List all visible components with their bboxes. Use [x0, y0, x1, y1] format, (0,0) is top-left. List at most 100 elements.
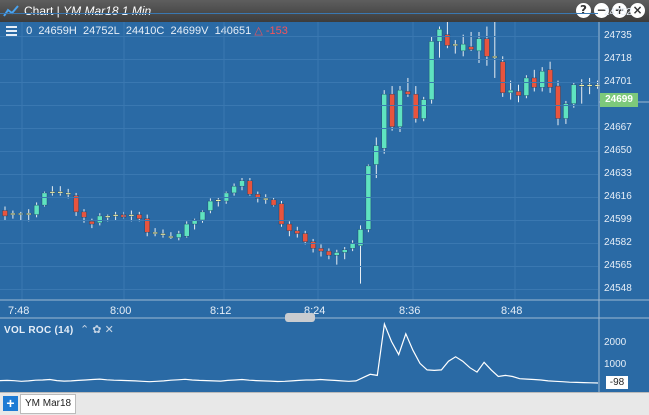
candle-body: [547, 69, 553, 88]
symbol-tab-bar: + YM Mar18: [0, 392, 649, 415]
time-tick-label: 7:48: [8, 305, 30, 317]
candle-body: [413, 93, 419, 119]
gear-icon[interactable]: ✿: [92, 324, 102, 336]
candle-body: [310, 241, 316, 249]
candle-body: [302, 233, 308, 242]
panel-resize-handle[interactable]: [285, 313, 315, 322]
candle-body: [223, 192, 229, 202]
symbol-tab[interactable]: YM Mar18: [20, 394, 77, 414]
candle-body: [523, 77, 530, 96]
candle-body: [89, 221, 95, 225]
price-tick-label: 24599: [604, 214, 632, 225]
candle-body: [334, 252, 340, 256]
candle-body: [152, 231, 158, 234]
candle-body: [73, 195, 79, 213]
time-tick-label: 8:12: [210, 305, 232, 317]
candle-body: [444, 34, 451, 46]
title-bar: Chart | YM Mar18 1 Min ? − + ×: [0, 0, 649, 22]
window-title: Chart | YM Mar18 1 Min: [24, 4, 152, 18]
candle-body: [555, 85, 561, 119]
candle-body: [294, 230, 300, 234]
minimize-icon[interactable]: −: [594, 3, 609, 18]
candle-body: [263, 198, 269, 201]
price-tick-label: 24718: [604, 53, 632, 64]
help-icon[interactable]: ?: [576, 3, 591, 18]
candle-body: [342, 249, 348, 253]
candle-body: [2, 210, 8, 217]
chart-logo-icon: [3, 5, 19, 17]
candle-body: [436, 29, 443, 42]
candle-body: [255, 194, 261, 199]
quote-change: △ -153: [254, 25, 288, 37]
candle-body: [421, 99, 427, 119]
study-line: [0, 321, 599, 384]
candle-body: [594, 84, 600, 87]
candle-body: [326, 250, 332, 256]
add-symbol-button[interactable]: +: [3, 396, 18, 411]
candle-body: [571, 84, 577, 104]
candle-body: [428, 41, 435, 100]
price-tick-label: 24735: [604, 30, 632, 41]
quote-low: 24752L: [82, 25, 120, 37]
close-icon[interactable]: ×: [630, 3, 645, 18]
candle-body: [381, 93, 387, 149]
chevron-up-icon[interactable]: ⌃: [80, 324, 90, 336]
candle-body: [112, 214, 119, 217]
price-tick-label: 24582: [604, 237, 632, 248]
candle-body: [286, 223, 293, 232]
candle-body: [191, 219, 198, 225]
candle-body: [365, 165, 372, 230]
candle-body: [57, 191, 63, 194]
last-price-label: 24699: [600, 93, 638, 107]
candle-body: [120, 214, 127, 218]
study-axis-label: 1000: [604, 359, 627, 370]
quote-close: 24410C: [125, 25, 165, 37]
candle-body: [586, 84, 593, 87]
candle-body: [492, 56, 498, 58]
candle-body: [579, 84, 585, 87]
price-tick-label: 24667: [604, 122, 632, 133]
price-tick-label: 24752: [604, 7, 632, 18]
candle-body: [65, 192, 71, 195]
close-icon[interactable]: ✕: [104, 324, 114, 336]
candle-body: [136, 214, 143, 219]
candle-body: [484, 38, 490, 57]
price-tick-label: 24565: [604, 260, 632, 271]
candle-body: [10, 213, 16, 215]
candle-body: [247, 180, 253, 195]
candle-body: [199, 211, 206, 221]
candle-body: [33, 204, 40, 215]
candle-body: [468, 46, 474, 50]
candle-body: [97, 215, 103, 223]
candle-body: [531, 77, 537, 88]
candle-body: [176, 233, 182, 238]
menu-icon[interactable]: [6, 24, 17, 38]
time-tick-label: 8:48: [501, 305, 523, 317]
candle-body: [207, 200, 214, 211]
study-axis-label: 2000: [604, 337, 627, 348]
candle-body: [49, 191, 56, 194]
time-tick-label: 8:00: [110, 305, 132, 317]
candle-body: [215, 199, 222, 202]
candle-body: [507, 89, 514, 94]
candle-body: [81, 211, 87, 218]
candle-body: [160, 233, 166, 236]
candle-body: [357, 229, 364, 246]
candle-body: [476, 38, 482, 52]
candle-body: [128, 214, 135, 217]
study-chart[interactable]: [0, 320, 600, 392]
candle-body: [168, 236, 174, 238]
window-controls: ? − + ×: [576, 3, 645, 18]
price-chart[interactable]: [0, 22, 600, 300]
price-tick-label: 24701: [604, 76, 632, 87]
candle-body: [539, 70, 545, 88]
candle-body: [231, 185, 237, 194]
candle-body: [104, 215, 111, 218]
study-title: VOL ROC (14): [4, 325, 74, 336]
candle-body: [278, 203, 285, 225]
quote-open: 0: [26, 25, 33, 37]
maximize-icon[interactable]: +: [612, 3, 627, 18]
window-symbol: YM Mar18 1 Min: [63, 4, 152, 18]
candle-body: [563, 103, 569, 119]
candle-body: [349, 242, 356, 249]
